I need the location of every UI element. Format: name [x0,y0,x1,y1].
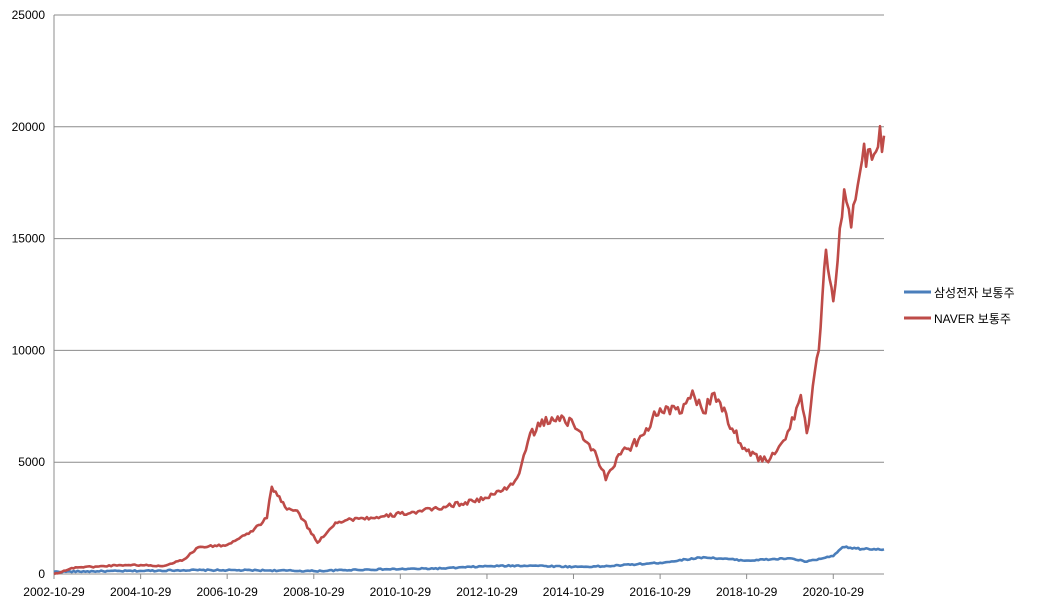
y-tick-label: 20000 [12,120,46,134]
y-tick-label: 25000 [12,8,46,22]
y-tick-label: 5000 [18,455,45,469]
axes [53,15,884,579]
x-tick-label: 2006-10-29 [196,585,258,599]
y-tick-label: 0 [38,567,45,581]
x-tick-label: 2004-10-29 [110,585,172,599]
series-lines [53,124,886,576]
grid-lines [54,14,884,463]
x-tick-label: 2016-10-29 [629,585,691,599]
y-tick-label: 10000 [12,343,46,357]
series-line-1 [53,124,886,576]
legend-label: 삼성전자 보통주 [934,286,1015,300]
legend-label: NAVER 보통주 [934,312,1011,326]
legend: 삼성전자 보통주 NAVER 보통주 [904,286,1015,326]
x-tick-label: 2014-10-29 [543,585,605,599]
x-tick-label: 2010-10-29 [370,585,432,599]
x-axis-tick-labels: 2002-10-29 2004-10-29 2006-10-29 2008-10-29… [23,585,864,599]
x-tick-label: 2012-10-29 [456,585,518,599]
y-axis-tick-labels: 0 5000 10000 15000 20000 25000 [12,8,46,581]
x-tick-label: 2020-10-29 [803,585,865,599]
x-tick-label: 2008-10-29 [283,585,345,599]
series-line-0 [53,545,885,574]
x-tick-label: 2002-10-29 [23,585,85,599]
x-tick-label: 2018-10-29 [716,585,778,599]
y-tick-label: 15000 [12,232,46,246]
